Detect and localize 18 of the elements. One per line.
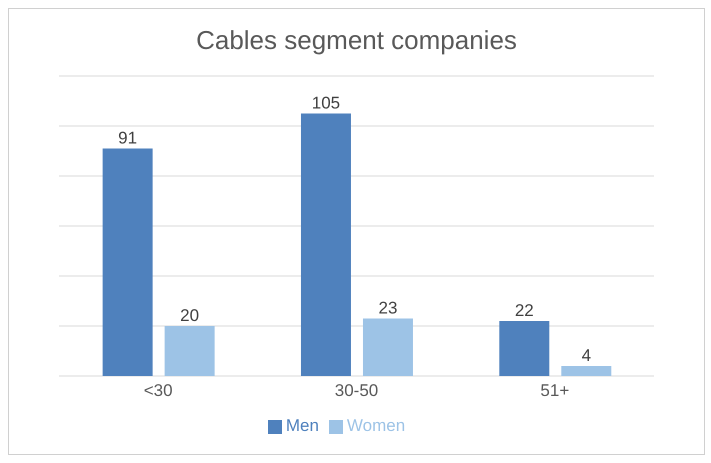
chart-title: Cables segment companies xyxy=(195,25,518,56)
x-tick-label: 30-50 xyxy=(334,381,378,400)
data-label: 23 xyxy=(378,298,398,318)
bar xyxy=(102,148,153,376)
legend-label: Men xyxy=(286,416,319,435)
data-label: 22 xyxy=(514,301,534,320)
legend-label: Women xyxy=(346,416,406,435)
x-tick-label: <30 xyxy=(144,381,173,400)
bar xyxy=(499,321,550,376)
bar xyxy=(561,366,612,376)
data-label: 4 xyxy=(582,346,592,365)
data-label: 20 xyxy=(180,306,200,325)
bar xyxy=(362,318,413,376)
bar xyxy=(300,114,351,376)
x-tick-label: 51+ xyxy=(540,381,570,400)
bar xyxy=(164,326,215,376)
data-label: 105 xyxy=(312,94,340,112)
data-label: 91 xyxy=(118,128,138,148)
